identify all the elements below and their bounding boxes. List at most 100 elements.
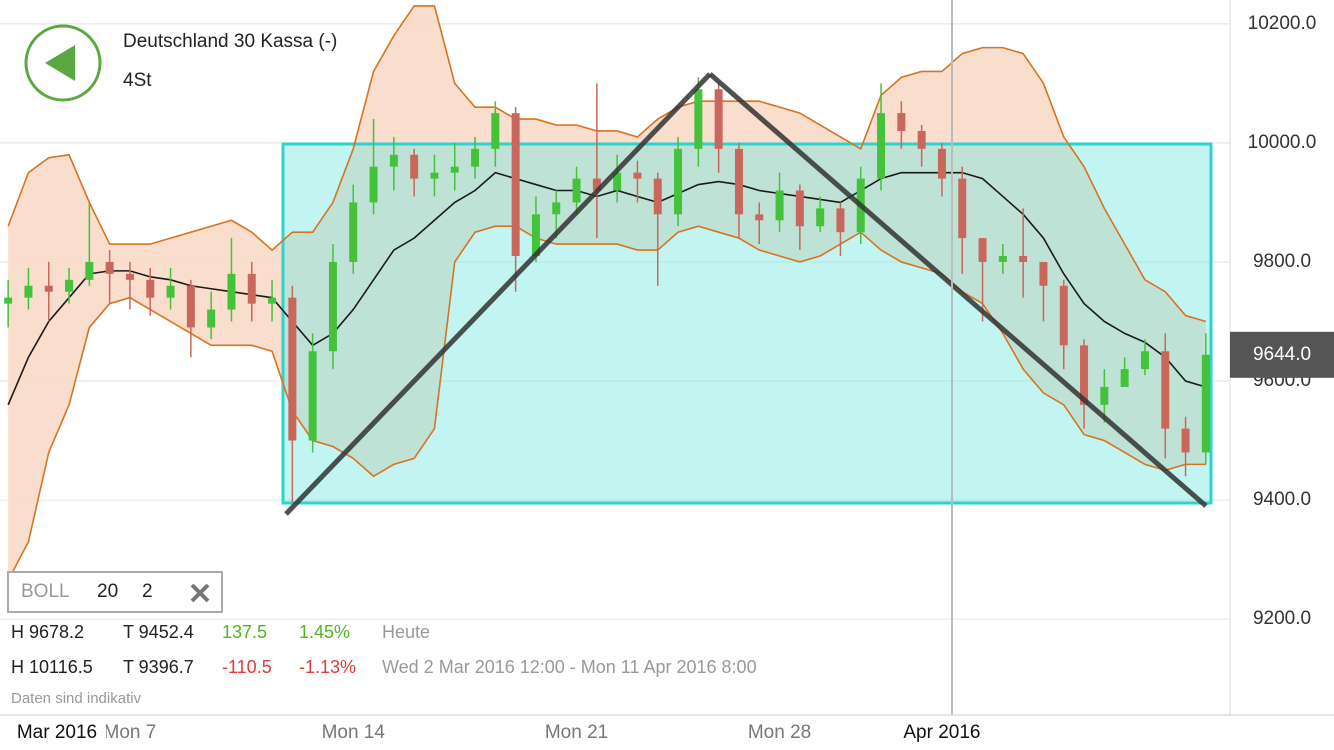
candle-body — [308, 351, 317, 441]
candle-body — [105, 261, 114, 274]
candle-body — [389, 154, 398, 167]
candle-body — [349, 202, 358, 262]
candle-body — [978, 238, 987, 262]
remove-indicator[interactable] — [190, 583, 210, 603]
drawing-rectangle — [281, 142, 1213, 505]
candle-body — [328, 261, 337, 352]
label-backdrop — [0, 717, 106, 749]
candle-body — [694, 89, 703, 149]
indicator-box[interactable]: BOLL 20 2 — [7, 571, 223, 613]
y-tick-label: 9800.0 — [1253, 251, 1311, 272]
candle-body — [410, 154, 419, 179]
candle-body — [44, 285, 53, 292]
candle-body — [207, 309, 216, 328]
last-price-label: 9644.0 — [1253, 344, 1311, 365]
range-label: Wed 2 Mar 2016 12:00 - Mon 11 Apr 2016 8… — [382, 657, 757, 677]
last-price-tag — [1230, 331, 1334, 378]
y-tick-label: 9200.0 — [1253, 608, 1311, 629]
x-tick-label: Mar 2016 — [17, 722, 97, 743]
candle-body — [836, 208, 845, 233]
plot-area — [0, 5, 1230, 620]
back-arrow[interactable] — [45, 45, 75, 81]
x-tick-label: Mon 14 — [322, 722, 386, 743]
today-low: T 9452.4 — [123, 622, 194, 642]
candle-body — [714, 89, 723, 149]
trend-line — [284, 72, 712, 516]
band-line — [7, 225, 1206, 581]
candle-body — [674, 148, 683, 215]
x-tick-label: Mon 7 — [104, 722, 157, 743]
candle-body — [572, 178, 581, 203]
indicator-period: 20 — [97, 581, 118, 602]
candle-body — [1039, 261, 1048, 286]
candle-body — [4, 297, 13, 304]
candle-body — [430, 172, 439, 179]
candle-body — [125, 273, 134, 280]
candle-body — [491, 113, 500, 149]
candle-body — [958, 178, 967, 239]
candle-body — [1059, 285, 1068, 346]
candle-body — [369, 166, 378, 203]
candle-body — [268, 297, 277, 304]
range-change: -110.5 — [222, 657, 272, 677]
candle-body — [531, 214, 540, 256]
candle-body — [613, 172, 622, 191]
trend-line — [708, 72, 1208, 508]
candle-body — [1161, 351, 1170, 429]
candle-body — [917, 130, 926, 149]
candle-body — [998, 255, 1007, 262]
indicator-deviation: 2 — [142, 581, 153, 602]
candle-body — [288, 297, 297, 441]
range-high: H 10116.5 — [11, 657, 93, 677]
today-high: H 9678.2 — [11, 622, 84, 642]
candle-body — [816, 208, 825, 227]
x-tick-label: Mon 28 — [748, 722, 811, 743]
x-tick-label: Mon 21 — [545, 722, 608, 743]
candle-body — [795, 190, 804, 227]
candle-body — [592, 178, 601, 191]
back-button[interactable] — [24, 24, 102, 102]
x-axis: Apr 2016 Mon 28 Mon 21 Mon 14 Mon 7 Mar 2016 — [0, 717, 981, 749]
candle-body — [633, 172, 642, 179]
range-change-pct: -1.13% — [299, 657, 356, 677]
candle-body — [1140, 351, 1149, 370]
candle-body — [227, 273, 236, 310]
x-tick-label: Apr 2016 — [903, 722, 980, 743]
instrument-title: Deutschland 30 Kassa (-) — [123, 31, 337, 52]
candle-body — [897, 113, 906, 131]
candle-body — [471, 148, 480, 167]
candle-body — [166, 285, 175, 298]
y-tick-label: 10000.0 — [1248, 132, 1317, 153]
band-line — [7, 171, 1207, 406]
candle-body — [653, 178, 662, 215]
candle-body — [552, 202, 561, 215]
candle-body — [1201, 354, 1210, 453]
today-label: Heute — [382, 622, 430, 642]
y-axis: 10200.010000.09800.09600.09400.09200.096… — [1230, 13, 1334, 629]
y-tick-label: 9400.0 — [1253, 489, 1311, 510]
candle-body — [1120, 369, 1129, 387]
candle-body — [1080, 345, 1089, 405]
today-change: 137.5 — [222, 622, 267, 642]
range-low: T 9396.7 — [123, 657, 194, 677]
candle-body — [937, 148, 946, 179]
candle-body — [1181, 428, 1190, 453]
candle-body — [24, 285, 33, 298]
today-change-pct: 1.45% — [299, 622, 350, 642]
band-line — [7, 5, 1207, 323]
candle-body — [65, 279, 74, 292]
disclaimer: Daten sind indikativ — [11, 690, 142, 707]
indicator-name: BOLL — [21, 581, 70, 602]
interval: 4St — [123, 70, 152, 91]
candle-body — [734, 148, 743, 215]
candle-body — [247, 273, 256, 304]
candle-body — [1019, 255, 1028, 262]
time-axis — [0, 715, 1334, 750]
candle-body — [1100, 386, 1109, 405]
candle-body — [186, 285, 195, 328]
candle-body — [511, 113, 520, 256]
candle-body — [775, 190, 784, 221]
close-icon[interactable] — [190, 583, 210, 603]
band-fill — [8, 5, 1206, 581]
